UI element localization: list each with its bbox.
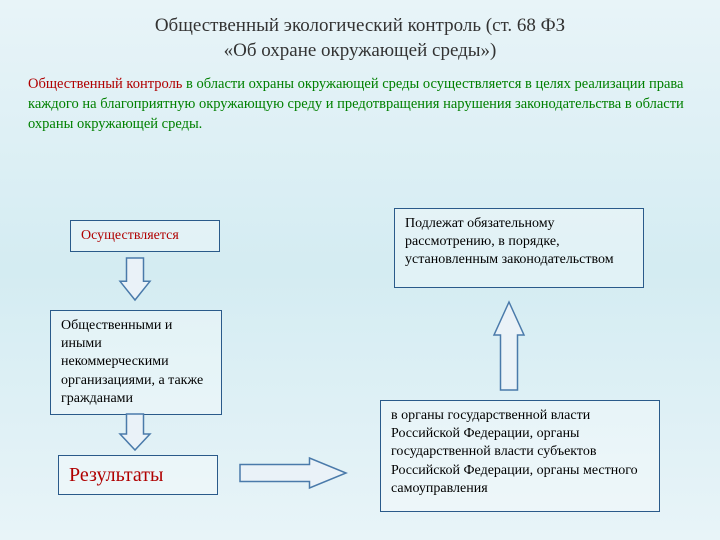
box4-text: Подлежат обязательному рассмотрению, в п… [405, 216, 614, 267]
box-review: Подлежат обязательному рассмотрению, в п… [394, 208, 644, 288]
arrow-up-icon [492, 300, 526, 392]
page-title: Общественный экологический контроль (ст.… [0, 0, 720, 71]
arrow-down-icon [118, 256, 152, 302]
arrow-down-icon [118, 412, 152, 452]
box-authorities: в органы государственной власти Российск… [380, 400, 660, 512]
arrow-right-icon [238, 456, 348, 490]
box-oshestvlyaetsya: Осуществляется [70, 220, 220, 252]
box3-text: Результаты [69, 464, 163, 486]
box5-text: в органы государственной власти Российск… [391, 408, 638, 496]
box-results: Результаты [58, 455, 218, 495]
title-line2: «Об охране окружающей среды») [224, 40, 497, 61]
box1-text: Осуществляется [81, 228, 179, 243]
box-organizations: Общественными и иными некоммерческими ор… [50, 310, 222, 415]
intro-red-text: Общественный контроль [28, 76, 182, 92]
box2-text: Общественными и иными некоммерческими ор… [61, 318, 203, 406]
title-line1: Общественный экологический контроль (ст.… [155, 15, 565, 36]
intro-paragraph: Общественный контроль в области охраны о… [0, 71, 720, 144]
